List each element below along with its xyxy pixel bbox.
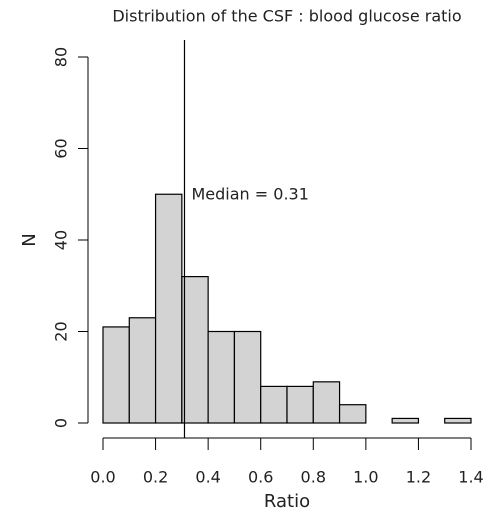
x-tick-label: 1.2 — [406, 468, 431, 487]
median-annotation: Median = 0.31 — [191, 185, 308, 204]
x-tick-label: 0.4 — [195, 468, 220, 487]
bar — [128, 317, 157, 424]
y-tick-label: 80 — [52, 47, 71, 67]
x-tick-label: 0.0 — [90, 468, 115, 487]
bar — [233, 330, 262, 424]
y-tick-label: 40 — [52, 230, 71, 250]
y-tick-label: 0 — [52, 418, 71, 428]
bar — [102, 326, 130, 424]
bar — [391, 417, 420, 424]
bar — [444, 417, 472, 424]
y-axis-label: N — [19, 233, 40, 246]
x-tick-label: 0.8 — [301, 468, 326, 487]
x-tick-label: 0.6 — [248, 468, 273, 487]
y-tick-label: 20 — [52, 321, 71, 341]
chart-title: Distribution of the CSF : blood glucose … — [112, 7, 461, 26]
bar — [286, 385, 314, 424]
bar — [338, 404, 367, 424]
bar — [260, 385, 288, 424]
bar — [154, 193, 183, 424]
x-tick-label: 1.0 — [353, 468, 378, 487]
bar — [207, 330, 236, 424]
x-tick-label: 0.2 — [143, 468, 168, 487]
bar — [181, 276, 209, 424]
y-tick-label: 60 — [52, 138, 71, 158]
x-tick-label: 1.4 — [458, 468, 483, 487]
x-axis-label: Ratio — [264, 491, 310, 512]
bar — [312, 381, 341, 424]
